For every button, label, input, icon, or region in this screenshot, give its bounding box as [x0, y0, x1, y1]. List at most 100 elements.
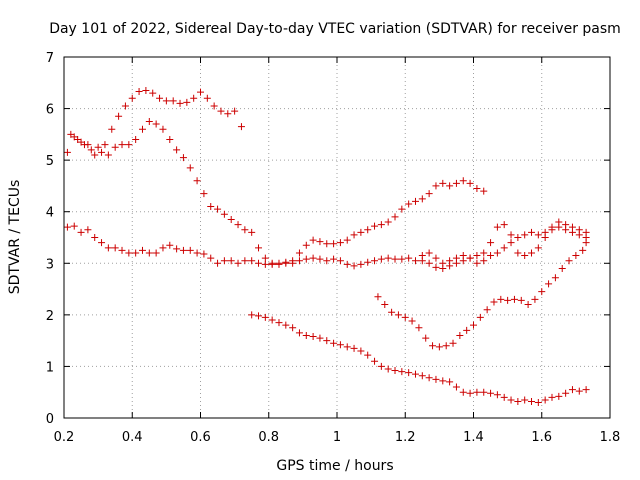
data-point	[442, 342, 450, 350]
data-point	[398, 205, 406, 213]
data-point	[261, 254, 269, 262]
data-point	[309, 236, 317, 244]
data-point	[115, 112, 123, 120]
x-tick-label: 0.2	[54, 430, 75, 445]
data-point	[398, 255, 406, 263]
data-point	[470, 321, 477, 329]
data-point	[507, 396, 515, 404]
data-point	[77, 138, 85, 146]
data-point	[214, 205, 222, 213]
data-point	[111, 143, 119, 151]
data-point	[551, 274, 559, 282]
data-point	[323, 337, 331, 345]
y-axis-label: SDTVAR / TECUs	[7, 180, 23, 295]
data-point	[289, 324, 297, 332]
series-track-b	[63, 117, 488, 268]
data-point	[493, 249, 501, 257]
data-point	[125, 249, 133, 257]
data-point	[439, 377, 447, 385]
data-point	[197, 88, 204, 96]
data-point	[572, 252, 580, 260]
data-point	[248, 228, 256, 236]
data-point	[364, 226, 372, 234]
data-point	[538, 288, 546, 296]
data-point	[575, 231, 583, 239]
data-point	[388, 308, 396, 316]
series-track-a	[67, 87, 245, 154]
series-track-d	[248, 311, 590, 407]
data-point	[302, 331, 310, 339]
data-point	[261, 313, 269, 321]
data-point	[207, 254, 215, 262]
data-point	[84, 141, 92, 149]
data-point	[391, 255, 399, 263]
data-point	[295, 257, 303, 265]
data-point	[166, 241, 174, 249]
data-point	[255, 312, 263, 320]
data-point	[524, 301, 532, 309]
data-point	[118, 141, 126, 149]
data-point	[108, 125, 116, 133]
data-point	[473, 185, 481, 193]
data-point	[394, 311, 402, 319]
x-tick-label: 1.2	[395, 430, 416, 445]
data-point	[446, 262, 454, 270]
x-tick-label: 0.4	[122, 430, 143, 445]
data-point	[459, 177, 467, 185]
data-point	[411, 370, 419, 378]
data-point	[384, 365, 392, 373]
data-point	[377, 221, 385, 229]
data-point	[405, 254, 413, 262]
data-point	[456, 331, 464, 339]
data-point	[275, 319, 283, 327]
data-point	[121, 102, 129, 110]
data-point	[217, 107, 225, 115]
data-point	[504, 296, 512, 304]
data-point	[575, 387, 583, 395]
data-point	[173, 146, 181, 154]
data-point	[398, 368, 406, 376]
data-point	[521, 231, 529, 239]
data-point	[183, 98, 191, 106]
x-tick-label: 1	[333, 430, 341, 445]
data-point	[401, 313, 409, 321]
data-point	[70, 133, 78, 141]
y-tick-label: 7	[46, 51, 54, 66]
data-point	[84, 226, 92, 234]
data-point	[336, 239, 344, 247]
data-point	[142, 87, 150, 95]
data-point	[268, 316, 276, 324]
data-point	[500, 221, 508, 229]
data-point	[446, 182, 454, 190]
data-point	[248, 257, 256, 265]
data-point	[531, 295, 539, 303]
x-tick-label: 1.8	[600, 430, 621, 445]
data-point	[200, 250, 208, 258]
data-point	[207, 203, 215, 211]
data-point	[87, 146, 95, 154]
data-point	[555, 392, 563, 400]
data-point	[364, 351, 372, 359]
data-point	[145, 117, 153, 125]
data-point	[227, 257, 235, 265]
data-point	[63, 223, 71, 231]
data-point	[528, 397, 536, 405]
series-track-c	[63, 218, 590, 270]
data-point	[248, 311, 256, 319]
data-point	[568, 228, 576, 236]
data-point	[377, 255, 385, 263]
data-point	[162, 97, 170, 105]
data-point	[190, 94, 198, 102]
data-point	[500, 393, 508, 401]
data-point	[357, 347, 365, 355]
y-tick-label: 4	[46, 206, 54, 221]
data-point	[500, 244, 508, 252]
data-point	[582, 234, 590, 241]
data-point	[381, 301, 389, 309]
y-tick-label: 5	[46, 154, 54, 169]
data-point	[152, 120, 160, 128]
data-point	[528, 228, 536, 236]
data-point	[521, 396, 529, 404]
data-point	[156, 94, 164, 102]
data-point	[555, 223, 563, 231]
